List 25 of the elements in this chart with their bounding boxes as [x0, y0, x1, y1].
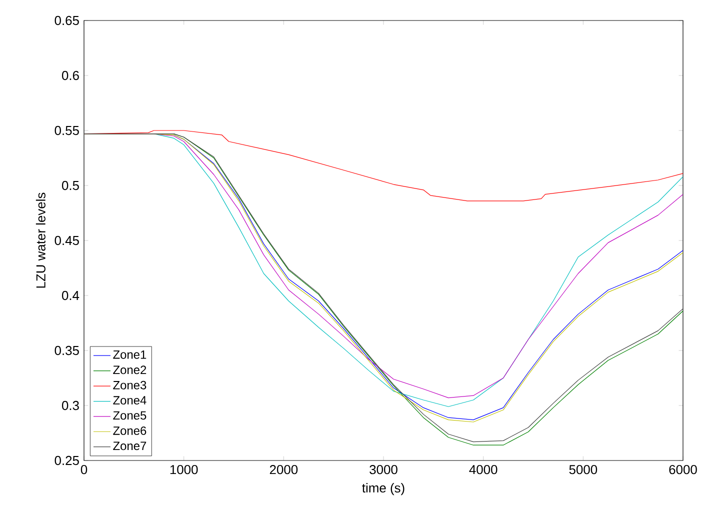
y-tick-label: 0.45	[54, 236, 79, 246]
legend-label: Zone3	[113, 380, 146, 390]
y-tick-label: 0.6	[62, 70, 79, 80]
x-tick-label: 3000	[370, 465, 398, 474]
x-tick-label: 0	[80, 465, 88, 474]
y-axis-title: LZU water levels	[36, 192, 46, 288]
legend-label: Zone7	[113, 442, 146, 450]
y-tick-label: 0.25	[54, 456, 79, 466]
x-tick-label: 6000	[669, 465, 697, 474]
y-tick-label: 0.65	[54, 16, 79, 26]
legend-label: Zone4	[113, 396, 146, 405]
x-tick-label: 2000	[270, 465, 298, 474]
x-axis-title: time (s)	[362, 483, 404, 496]
x-tick-label: 4000	[469, 465, 498, 474]
y-tick-label: 0.35	[54, 346, 79, 356]
legend-label: Zone2	[113, 366, 146, 374]
legend-label: Zone6	[113, 426, 146, 435]
legend-label: Zone5	[113, 411, 146, 420]
y-tick-label: 0.4	[62, 290, 80, 300]
x-tick-label: 1000	[170, 465, 198, 474]
y-tick-label: 0.55	[54, 126, 79, 136]
x-tick-label: 5000	[569, 465, 598, 474]
y-tick-label: 0.5	[62, 180, 79, 190]
y-tick-label: 0.3	[62, 400, 79, 410]
legend-label: Zone1	[113, 350, 146, 359]
